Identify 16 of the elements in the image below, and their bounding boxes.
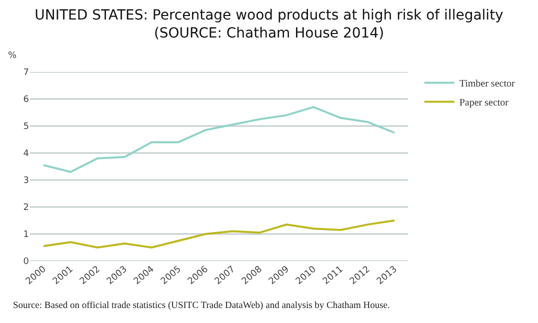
y-tick-label: 7 xyxy=(23,68,29,78)
chart-title: UNITED STATES: Percentage wood products at high risk of illegality xyxy=(34,7,504,24)
y-tick-label: 2 xyxy=(23,203,29,214)
y-tick-label: 0 xyxy=(23,257,30,268)
source-note: Source: Based on official trade statistics (USITC Trade DataWeb) and analysis by Chatham House. xyxy=(13,301,390,311)
y-tick-label: 6 xyxy=(23,95,30,106)
legend-label: Paper sector xyxy=(459,98,510,109)
chart-subtitle: (SOURCE: Chatham House 2014) xyxy=(154,26,384,42)
y-tick-label: 5 xyxy=(23,122,29,132)
y-tick-label: 4 xyxy=(23,149,30,160)
y-tick-label: 3 xyxy=(23,176,29,186)
line-series xyxy=(42,106,396,173)
y-axis-title: % xyxy=(8,51,17,61)
legend-label: Timber sector xyxy=(459,78,516,90)
line-series xyxy=(42,220,396,248)
y-tick-label: 1 xyxy=(23,230,29,240)
